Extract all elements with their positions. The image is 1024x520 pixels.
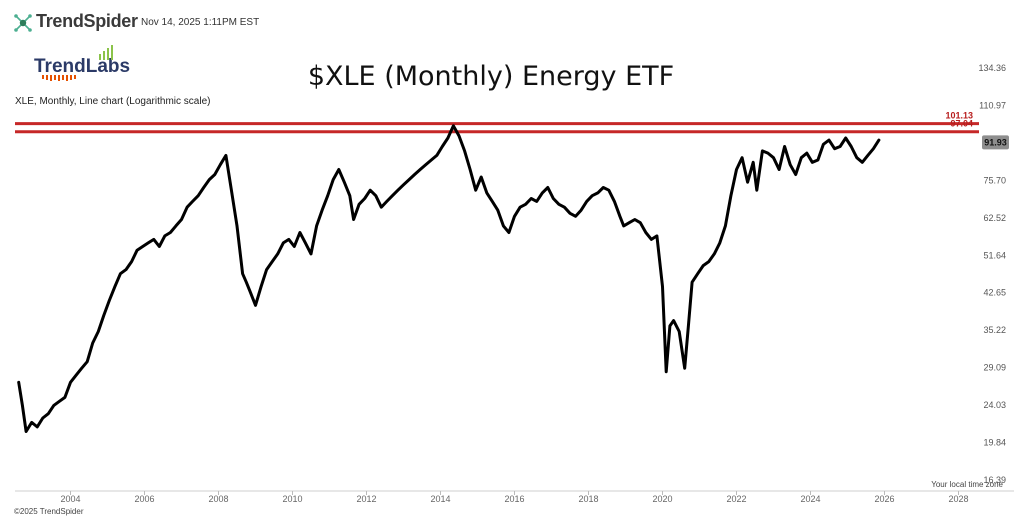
x-tick-label: 2008 [208,494,228,504]
brand-name: TrendSpider [36,11,138,31]
timestamp: Nov 14, 2025 1:11PM EST [141,17,260,28]
x-tick-label: 2010 [282,494,302,504]
x-tick-label: 2018 [578,494,598,504]
x-tick-label: 2026 [874,494,894,504]
x-tick-label: 2006 [134,494,154,504]
chart-subtitle: XLE, Monthly, Line chart (Logarithmic sc… [15,96,210,107]
y-tick-label: 16.39 [983,475,1006,485]
header: TrendSpider Nov 14, 2025 1:11PM EST [0,0,1024,40]
last-price-label: 91.93 [984,137,1007,147]
x-tick-label: 2028 [948,494,968,504]
x-tick-label: 2012 [356,494,376,504]
y-tick-label: 134.36 [978,63,1006,73]
x-axis: 2004 2006 2008 2010 2012 2014 2016 2018 2020 2022… [60,491,969,504]
timezone-note: Your local time zone [931,480,1003,489]
last-price-badge [982,135,1009,150]
y-axis: 134.36 110.97 75.70 62.52 51.64 42.65 35.22 29.… [978,63,1006,485]
resistance-label: 101.13 [945,111,973,121]
y-tick-label: 29.09 [983,363,1006,373]
x-tick-label: 2016 [504,494,524,504]
x-tick-label: 2004 [60,494,80,504]
chart-title: $XLE (Monthly) Energy ETF [308,61,674,92]
y-tick-label: 19.84 [983,438,1006,448]
y-tick-label: 75.70 [983,175,1006,185]
y-tick-label: 24.03 [983,400,1006,410]
copyright: ©2025 TrendSpider [14,507,84,516]
x-tick-label: 2014 [430,494,450,504]
price-series-line [17,124,881,433]
trendlabs-logo: TrendLabs [34,45,130,81]
last-price-marker: 91.93 [982,135,1009,150]
y-tick-label: 51.64 [983,250,1006,260]
y-tick-label: 35.22 [983,325,1006,335]
trendlabs-logo-text: TrendLabs [34,56,130,77]
x-tick-label: 2020 [652,494,672,504]
trendspider-logo-icon [14,14,32,32]
y-tick-label: 110.97 [979,100,1006,110]
x-tick-label: 2022 [726,494,746,504]
y-tick-label: 42.65 [983,288,1006,298]
resistance-label: 97.04 [950,119,973,129]
y-tick-label: 62.52 [983,213,1006,223]
x-tick-label: 2024 [800,494,820,504]
